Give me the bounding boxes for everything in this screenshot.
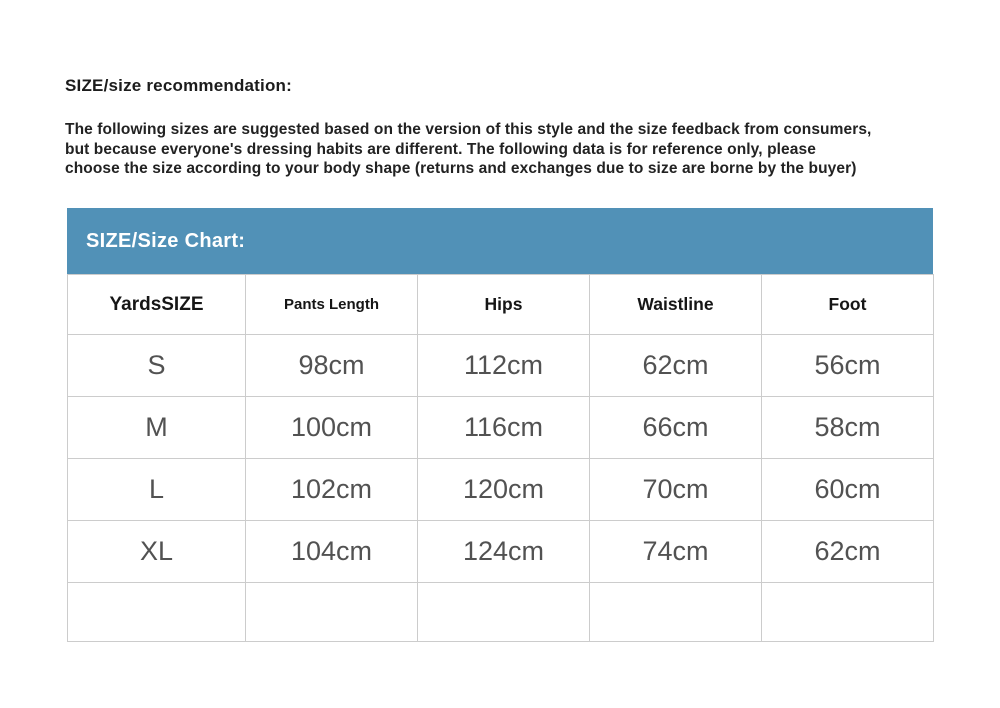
size-recommendation-heading: SIZE/size recommendation:: [65, 76, 292, 95]
table-row-xl: XL 104cm 124cm 74cm 62cm: [67, 520, 934, 583]
cell-pants-length: 98cm: [245, 334, 418, 397]
column-header-waistline: Waistline: [589, 274, 762, 335]
cell-foot: 58cm: [761, 396, 934, 459]
paragraph-line-2: but because everyone's dressing habits a…: [65, 140, 816, 158]
cell-waistline: 66cm: [589, 396, 762, 459]
size-chart-table: YardsSIZE Pants Length Hips Waistline Fo…: [67, 274, 934, 642]
cell-pants-length: 100cm: [245, 396, 418, 459]
empty-cell: [245, 582, 418, 642]
cell-hips: 120cm: [417, 458, 590, 521]
size-chart-section: SIZE/Size Chart: YardsSIZE Pants Length …: [67, 208, 934, 642]
cell-foot: 56cm: [761, 334, 934, 397]
cell-hips: 116cm: [417, 396, 590, 459]
table-row-empty: [67, 582, 934, 642]
cell-size-label: XL: [67, 520, 246, 583]
table-header-row: YardsSIZE Pants Length Hips Waistline Fo…: [67, 274, 934, 335]
cell-size-label: S: [67, 334, 246, 397]
size-chart-title: SIZE/Size Chart:: [86, 229, 246, 252]
cell-waistline: 74cm: [589, 520, 762, 583]
size-chart-title-bar: SIZE/Size Chart:: [67, 208, 933, 274]
empty-cell: [67, 582, 246, 642]
cell-foot: 60cm: [761, 458, 934, 521]
cell-pants-length: 104cm: [245, 520, 418, 583]
cell-hips: 124cm: [417, 520, 590, 583]
cell-size-label: M: [67, 396, 246, 459]
table-row-l: L 102cm 120cm 70cm 60cm: [67, 458, 934, 521]
cell-size-label: L: [67, 458, 246, 521]
paragraph-line-3: choose the size according to your body s…: [65, 160, 857, 177]
column-header-yards-size: YardsSIZE: [67, 274, 246, 335]
column-header-foot: Foot: [761, 274, 934, 335]
column-header-hips: Hips: [417, 274, 590, 335]
empty-cell: [761, 582, 934, 642]
table-row-m: M 100cm 116cm 66cm 58cm: [67, 396, 934, 459]
column-header-pants-length: Pants Length: [245, 274, 418, 335]
table-row-s: S 98cm 112cm 62cm 56cm: [67, 334, 934, 397]
empty-cell: [417, 582, 590, 642]
empty-cell: [589, 582, 762, 642]
cell-waistline: 62cm: [589, 334, 762, 397]
cell-foot: 62cm: [761, 520, 934, 583]
cell-waistline: 70cm: [589, 458, 762, 521]
cell-hips: 112cm: [417, 334, 590, 397]
cell-pants-length: 102cm: [245, 458, 418, 521]
paragraph-line-1: The following sizes are suggested based …: [65, 121, 872, 138]
size-recommendation-paragraph: The following sizes are suggested based …: [65, 120, 871, 179]
